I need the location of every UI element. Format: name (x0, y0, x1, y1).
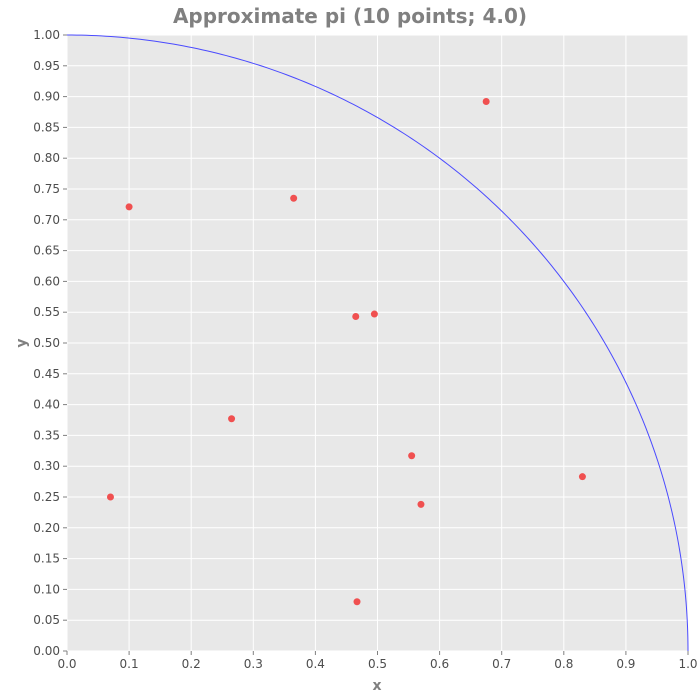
x-tick-label: 0.4 (306, 657, 325, 671)
x-axis-label: x (372, 678, 381, 694)
y-tick-label: 0.95 (33, 59, 60, 73)
data-point (578, 473, 586, 481)
data-point (482, 98, 490, 106)
data-point (370, 310, 378, 318)
data-point (352, 313, 360, 321)
x-tick-label: 0.9 (616, 657, 635, 671)
x-axis: 0.0 0.1 0.2 0.3 0.4 0.5 0.6 0.7 0.8 0.9 1.0 (57, 651, 698, 671)
y-tick-label: 0.90 (33, 90, 60, 104)
data-point (228, 415, 236, 423)
y-tick-label: 1.00 (33, 28, 60, 42)
y-tick-label: 0.35 (33, 428, 60, 442)
data-points (106, 98, 586, 606)
y-tick-label: 0.70 (33, 213, 60, 227)
data-point (290, 194, 298, 202)
data-point (408, 452, 416, 460)
data-point (125, 203, 133, 211)
data-point (417, 500, 425, 508)
y-tick-label: 0.60 (33, 274, 60, 288)
y-tick-label: 0.30 (33, 459, 60, 473)
x-tick-label: 0.5 (368, 657, 387, 671)
x-tick-label: 0.6 (430, 657, 449, 671)
data-point (353, 598, 361, 606)
x-tick-label: 0.0 (57, 657, 76, 671)
y-axis-label: y (14, 338, 30, 347)
y-tick-label: 0.05 (33, 613, 60, 627)
x-tick-label: 0.1 (120, 657, 139, 671)
y-tick-label: 0.55 (33, 305, 60, 319)
x-tick-label: 0.8 (554, 657, 573, 671)
y-tick-label: 0.65 (33, 244, 60, 258)
y-tick-label: 0.10 (33, 582, 60, 596)
y-tick-label: 0.00 (33, 644, 60, 658)
chart-title: Approximate pi (10 points; 4.0) (173, 4, 527, 28)
y-tick-label: 0.15 (33, 552, 60, 566)
quarter-circle-layer (66, 34, 689, 652)
y-tick-label: 0.80 (33, 151, 60, 165)
y-axis: 0.00 0.05 0.10 0.15 0.20 0.25 0.30 0.35 0.40 0.45… (33, 28, 67, 658)
grid-lines (66, 34, 689, 652)
data-point (106, 493, 114, 501)
y-tick-label: 0.45 (33, 367, 60, 381)
y-tick-label: 0.75 (33, 182, 60, 196)
x-tick-label: 0.7 (492, 657, 511, 671)
y-tick-label: 0.40 (33, 398, 60, 412)
x-tick-label: 1.0 (678, 657, 697, 671)
x-tick-label: 0.2 (182, 657, 201, 671)
y-tick-label: 0.85 (33, 120, 60, 134)
y-tick-label: 0.50 (33, 336, 60, 350)
quarter-circle-curve (66, 34, 689, 652)
y-tick-label: 0.25 (33, 490, 60, 504)
y-tick-label: 0.20 (33, 521, 60, 535)
x-tick-label: 0.3 (244, 657, 263, 671)
